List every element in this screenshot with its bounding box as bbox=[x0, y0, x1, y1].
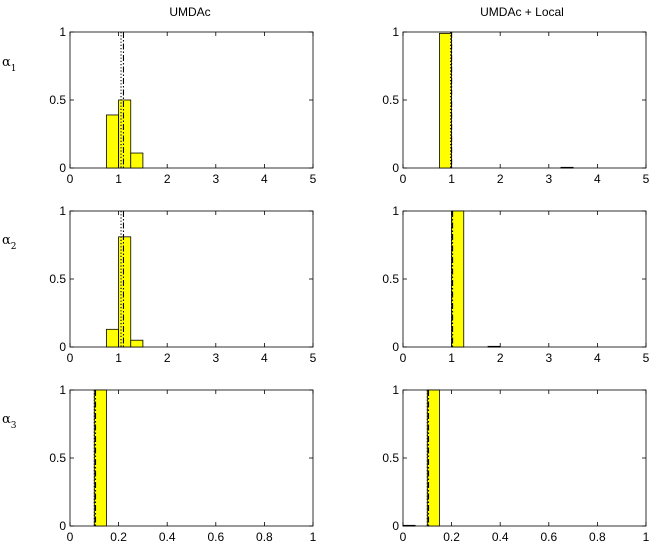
y-tick-label: 0 bbox=[392, 161, 399, 175]
histogram-bar bbox=[439, 32, 453, 169]
axes-box bbox=[402, 210, 647, 348]
x-tick-label: 0 bbox=[67, 530, 74, 544]
y-tick-label: 0.5 bbox=[382, 272, 399, 286]
y-tick-label: 0 bbox=[59, 340, 66, 354]
x-tick-label: 0.4 bbox=[159, 530, 176, 544]
y-tick-label: 0.5 bbox=[382, 93, 399, 107]
x-tick-label: 0 bbox=[67, 172, 74, 186]
x-tick-label: 0.6 bbox=[207, 530, 224, 544]
row-label-alpha-1: α1 bbox=[2, 55, 17, 74]
y-tick-label: 0 bbox=[392, 340, 399, 354]
histogram-bar bbox=[118, 99, 132, 169]
y-tick-label: 0 bbox=[392, 519, 399, 533]
x-tick-label: 1 bbox=[643, 530, 650, 544]
x-tick-label: 5 bbox=[643, 172, 650, 186]
x-tick-label: 0 bbox=[400, 351, 407, 365]
y-tick-label: 1 bbox=[392, 25, 399, 39]
x-tick-label: 2 bbox=[497, 172, 504, 186]
y-tick-label: 1 bbox=[392, 204, 399, 218]
histogram-bar bbox=[93, 389, 107, 527]
column-title-umdac-local: UMDAc + Local bbox=[480, 5, 564, 19]
histogram-bar bbox=[130, 152, 144, 169]
panel-r1-c2: 0 1 2 3 4 5 0 0.5 1 bbox=[382, 25, 649, 186]
histogram-bar bbox=[451, 210, 465, 348]
x-tick-label: 2 bbox=[497, 351, 504, 365]
row-label-alpha-2: α2 bbox=[2, 233, 17, 252]
x-tick-label: 1 bbox=[448, 172, 455, 186]
axes-box bbox=[402, 389, 647, 527]
histogram-bar bbox=[118, 236, 132, 348]
x-tick-label: 1 bbox=[448, 351, 455, 365]
x-tick-label: 5 bbox=[310, 351, 317, 365]
panel-r2-c1: 0 1 2 3 4 5 0 0.5 1 bbox=[49, 204, 316, 365]
x-tick-label: 4 bbox=[261, 172, 268, 186]
x-tick-label: 0.6 bbox=[540, 530, 557, 544]
x-tick-label: 2 bbox=[164, 172, 171, 186]
x-tick-label: 0.2 bbox=[443, 530, 460, 544]
x-tick-label: 3 bbox=[212, 172, 219, 186]
row-label-alpha-3: α3 bbox=[2, 412, 17, 431]
x-tick-label: 0.8 bbox=[256, 530, 273, 544]
x-tick-label: 3 bbox=[545, 351, 552, 365]
histogram-bar bbox=[106, 328, 119, 348]
x-tick-label: 0.4 bbox=[492, 530, 509, 544]
x-tick-label: 1 bbox=[115, 351, 122, 365]
column-title-umdac: UMDAc bbox=[169, 5, 210, 19]
histogram-bar bbox=[487, 345, 501, 348]
x-tick-label: 0 bbox=[67, 351, 74, 365]
x-tick-label: 2 bbox=[164, 351, 171, 365]
panel-r3-c2: 0 0.2 0.4 0.6 0.8 1 0 0.5 1 bbox=[382, 383, 649, 544]
x-tick-label: 0 bbox=[400, 530, 407, 544]
x-tick-label: 5 bbox=[310, 172, 317, 186]
x-tick-label: 0.2 bbox=[110, 530, 127, 544]
y-tick-label: 0.5 bbox=[49, 451, 66, 465]
x-tick-label: 1 bbox=[310, 530, 317, 544]
axes-box bbox=[69, 210, 314, 348]
x-tick-label: 0 bbox=[400, 172, 407, 186]
histogram-bar bbox=[560, 166, 574, 169]
axes-box bbox=[69, 389, 314, 527]
y-tick-label: 1 bbox=[59, 383, 66, 397]
x-tick-label: 0.8 bbox=[589, 530, 606, 544]
panel-r1-c1: 0 1 2 3 4 5 0 0.5 1 bbox=[49, 25, 316, 186]
y-tick-label: 1 bbox=[59, 204, 66, 218]
x-tick-label: 3 bbox=[212, 351, 219, 365]
x-tick-label: 1 bbox=[115, 172, 122, 186]
histogram-bar bbox=[106, 114, 119, 169]
y-tick-label: 0.5 bbox=[49, 272, 66, 286]
y-tick-label: 1 bbox=[392, 383, 399, 397]
x-tick-label: 4 bbox=[594, 172, 601, 186]
x-tick-label: 5 bbox=[643, 351, 650, 365]
panel-r3-c1: 0 0.2 0.4 0.6 0.8 1 0 0.5 1 bbox=[49, 383, 316, 544]
histogram-bar bbox=[426, 389, 440, 527]
histogram-bar bbox=[130, 339, 144, 348]
y-tick-label: 1 bbox=[59, 25, 66, 39]
y-tick-label: 0 bbox=[59, 519, 66, 533]
x-tick-label: 4 bbox=[594, 351, 601, 365]
y-tick-label: 0 bbox=[59, 161, 66, 175]
y-tick-label: 0.5 bbox=[382, 451, 399, 465]
y-tick-label: 0.5 bbox=[49, 93, 66, 107]
panels-group: 0 1 2 3 4 500.510 1 2 3 4 500.510 1 2 3 4 500.510 1 2 3 4 50… bbox=[49, 25, 649, 544]
x-tick-label: 4 bbox=[261, 351, 268, 365]
x-tick-label: 3 bbox=[545, 172, 552, 186]
panel-r2-c2: 0 1 2 3 4 5 0 0.5 1 bbox=[382, 204, 649, 365]
